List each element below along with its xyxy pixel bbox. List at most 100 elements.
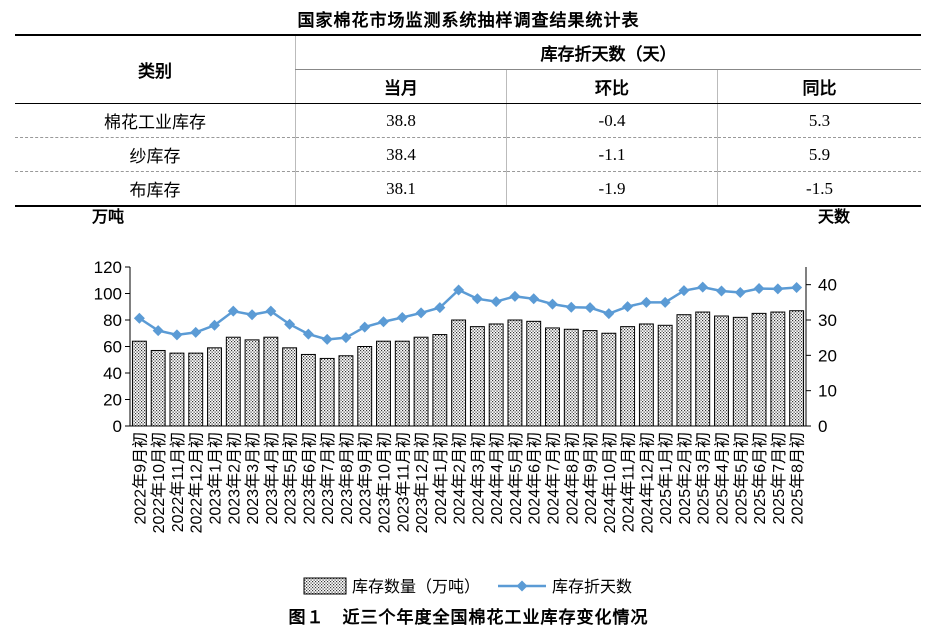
days-point — [528, 293, 540, 305]
days-point — [190, 326, 202, 338]
x-tick-label: 2023年4月初 — [263, 432, 281, 525]
bar — [469, 326, 485, 427]
bar — [714, 315, 729, 427]
bar — [620, 326, 636, 427]
bar — [488, 323, 504, 427]
x-tick-label: 2023年12月初 — [413, 432, 431, 533]
days-point — [246, 309, 258, 321]
row-label: 纱库存 — [15, 137, 296, 172]
days-point — [584, 302, 596, 314]
left-axis-unit: 万吨 — [91, 207, 124, 226]
days-point — [659, 296, 671, 308]
days-point — [753, 283, 765, 295]
days-point — [378, 316, 389, 328]
bar — [751, 312, 767, 427]
x-tick-label: 2023年11月初 — [394, 432, 412, 532]
days-point — [678, 285, 690, 297]
right-tick-label: 30 — [818, 311, 837, 330]
x-tick-label: 2023年7月初 — [319, 432, 337, 525]
days-point — [734, 286, 746, 298]
x-tick-label: 2022年9月初 — [131, 432, 149, 525]
x-tick-label: 2025年8月初 — [789, 432, 807, 525]
days-point — [565, 301, 577, 313]
days-point — [547, 298, 558, 310]
legend-line-marker — [516, 580, 528, 592]
days-point — [209, 319, 220, 331]
days-point — [434, 302, 446, 314]
x-tick-label: 2025年1月初 — [657, 432, 675, 525]
x-tick-label: 2025年6月初 — [751, 432, 769, 525]
days-point — [490, 296, 502, 308]
x-tick-label: 2023年2月初 — [225, 432, 243, 525]
row-current: 38.1 — [295, 171, 507, 207]
x-tick-label: 2025年5月初 — [732, 432, 750, 525]
bar — [413, 336, 429, 427]
x-tick-label: 2024年2月初 — [451, 432, 469, 525]
chart-caption: 图１ 近三个年度全国棉花工业库存变化情况 — [288, 608, 649, 628]
left-tick-label: 60 — [103, 338, 122, 357]
left-tick-label: 100 — [94, 285, 122, 304]
bar — [545, 327, 560, 427]
row-mom: -1.1 — [506, 137, 718, 172]
subheader-yoy: 同比 — [717, 69, 921, 104]
left-tick-label: 80 — [103, 311, 122, 330]
bar — [263, 336, 279, 427]
x-tick-label: 2024年11月初 — [620, 432, 638, 532]
x-tick-label: 2024年5月初 — [507, 432, 525, 525]
table-row: 棉花工业库存 38.8 -0.4 5.3 — [15, 103, 921, 138]
bar — [207, 347, 222, 427]
x-tick-label: 2024年9月初 — [582, 432, 600, 525]
row-yoy: 5.3 — [717, 103, 921, 138]
bar — [601, 332, 617, 427]
right-tick-label: 0 — [818, 417, 827, 436]
legend-bar-label: 库存数量（万吨） — [352, 577, 480, 596]
bar — [244, 339, 260, 427]
x-tick-label: 2023年3月初 — [244, 432, 262, 525]
x-tick-label: 2022年12月初 — [188, 432, 206, 533]
x-tick-label: 2024年7月初 — [545, 432, 563, 525]
row-mom: -1.9 — [506, 171, 718, 207]
days-point — [772, 283, 784, 295]
left-tick-label: 20 — [103, 391, 122, 410]
bar — [338, 355, 354, 427]
bar — [169, 352, 185, 427]
x-tick-label: 2025年3月初 — [695, 432, 713, 525]
x-tick-label: 2023年1月初 — [207, 432, 225, 525]
x-tick-label: 2024年1月初 — [432, 432, 450, 524]
bar — [432, 334, 448, 427]
subheader-mom: 环比 — [506, 69, 718, 104]
x-tick-label: 2023年9月初 — [357, 432, 375, 525]
row-mom: -0.4 — [506, 103, 718, 138]
bar — [507, 319, 523, 427]
days-point — [453, 284, 465, 296]
bar — [563, 328, 579, 427]
bar — [300, 353, 316, 427]
x-tick-label: 2024年3月初 — [469, 432, 487, 524]
bar — [526, 320, 542, 427]
header-group: 库存折天数（天） — [295, 34, 921, 70]
row-current: 38.8 — [295, 103, 507, 138]
days-point — [697, 281, 709, 293]
bar — [657, 324, 673, 427]
row-yoy: 5.9 — [717, 137, 921, 172]
left-tick-label: 120 — [94, 258, 122, 277]
days-point — [133, 312, 145, 324]
days-point — [321, 333, 333, 345]
x-tick-label: 2023年10月初 — [376, 432, 394, 533]
days-point — [640, 296, 652, 308]
row-label: 棉花工业库存 — [15, 103, 296, 138]
table-row: 布库存 38.1 -1.9 -1.5 — [15, 171, 921, 207]
right-tick-label: 10 — [818, 382, 837, 401]
days-point — [396, 312, 408, 324]
table-header-row: 类别 库存折天数（天） — [15, 34, 921, 104]
x-tick-label: 2024年12月初 — [638, 432, 656, 533]
left-tick-label: 40 — [103, 364, 122, 383]
x-tick-label: 2024年6月初 — [526, 432, 544, 525]
bar — [732, 316, 748, 427]
bar — [282, 347, 298, 427]
table-subheader-row: 当月 环比 同比 — [15, 69, 921, 104]
bar — [451, 319, 467, 427]
row-label: 布库存 — [15, 171, 296, 207]
x-tick-label: 2022年11月初 — [169, 432, 187, 532]
days-point — [509, 290, 521, 302]
